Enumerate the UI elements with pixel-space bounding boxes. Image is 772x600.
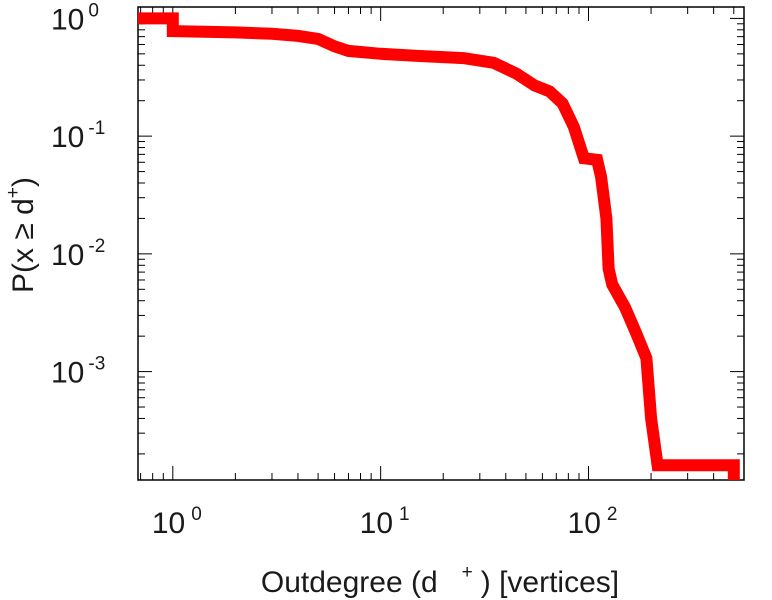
x-axis-label: Outdegree (d + ) [vertices]	[261, 562, 619, 599]
y-tick-label-exp: -1	[88, 118, 105, 139]
y-tick-label-exp: -3	[88, 354, 105, 375]
x-tick-label-base: 10	[152, 507, 185, 540]
series-line-outdegree	[138, 12, 740, 480]
x-tick-label-base: 10	[568, 507, 601, 540]
x-axis-label-sup: +	[462, 562, 473, 583]
y-tick-label-base: 10	[51, 239, 84, 272]
y-axis-label-sup: +	[3, 187, 24, 198]
y-tick-label-base: 10	[51, 357, 84, 390]
x-tick-label-exp: 2	[607, 504, 618, 525]
x-tick-labels: 10 0 10 1 10 2	[152, 504, 618, 540]
x-tick-label-exp: 1	[399, 504, 410, 525]
y-axis-label: P(x ≥ d+)	[3, 177, 40, 293]
x-tick-label: 10 1	[360, 504, 410, 540]
axis-ticks	[138, 7, 744, 480]
y-tick-label-exp: 0	[88, 0, 99, 21]
y-axis-label-prefix: P(x ≥ d	[7, 198, 40, 293]
y-tick-label: 10 0	[51, 0, 99, 36]
y-tick-label: 10 -3	[51, 354, 105, 390]
x-axis-label-suffix: ) [vertices]	[481, 566, 619, 599]
x-axis-label-prefix: Outdegree (d	[261, 566, 438, 599]
plot-frame	[137, 6, 745, 481]
x-tick-label-base: 10	[360, 507, 393, 540]
y-tick-label-base: 10	[51, 121, 84, 154]
x-tick-label: 10 2	[568, 504, 618, 540]
x-tick-label-exp: 0	[191, 504, 202, 525]
y-tick-label: 10 -1	[51, 118, 105, 154]
y-tick-label-exp: -2	[88, 236, 105, 257]
y-axis-label-suffix: )	[7, 177, 40, 187]
y-tick-label-base: 10	[51, 3, 84, 36]
y-tick-label: 10 -2	[51, 236, 105, 272]
x-tick-label: 10 0	[152, 504, 202, 540]
